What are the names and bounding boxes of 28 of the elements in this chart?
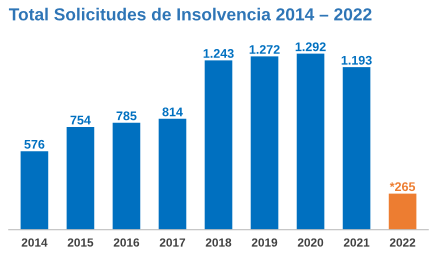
bar xyxy=(20,151,48,230)
chart-title: Total Solicitudes de Insolvencia 2014 – 2022 xyxy=(8,8,372,20)
bar xyxy=(158,118,186,230)
bar xyxy=(66,126,94,230)
x-tick-label: 2021 xyxy=(344,238,370,247)
bar xyxy=(296,54,324,230)
data-label: 576 xyxy=(24,140,44,149)
data-label: 785 xyxy=(116,111,137,120)
data-label: *265 xyxy=(390,182,416,192)
data-label: 1.292 xyxy=(296,42,326,52)
x-tick-label: 2016 xyxy=(114,238,140,247)
x-tick-label: 2018 xyxy=(206,238,232,247)
x-tick-label: 2022 xyxy=(390,238,416,247)
data-label: 754 xyxy=(70,116,91,124)
bar xyxy=(204,60,232,230)
x-tick-label: 2020 xyxy=(298,238,324,247)
x-tick-label: 2015 xyxy=(68,238,94,247)
x-tick-label: 2014 xyxy=(22,238,48,247)
bar xyxy=(112,122,140,230)
data-label: 814 xyxy=(162,107,183,116)
bar xyxy=(388,194,416,230)
bar xyxy=(250,56,278,230)
data-label: 1.193 xyxy=(342,56,372,65)
bar xyxy=(342,67,370,230)
x-tick-label: 2019 xyxy=(252,238,278,247)
data-label: 1.272 xyxy=(250,45,280,54)
x-tick-label: 2017 xyxy=(160,238,186,247)
data-label: 1.243 xyxy=(204,49,234,58)
